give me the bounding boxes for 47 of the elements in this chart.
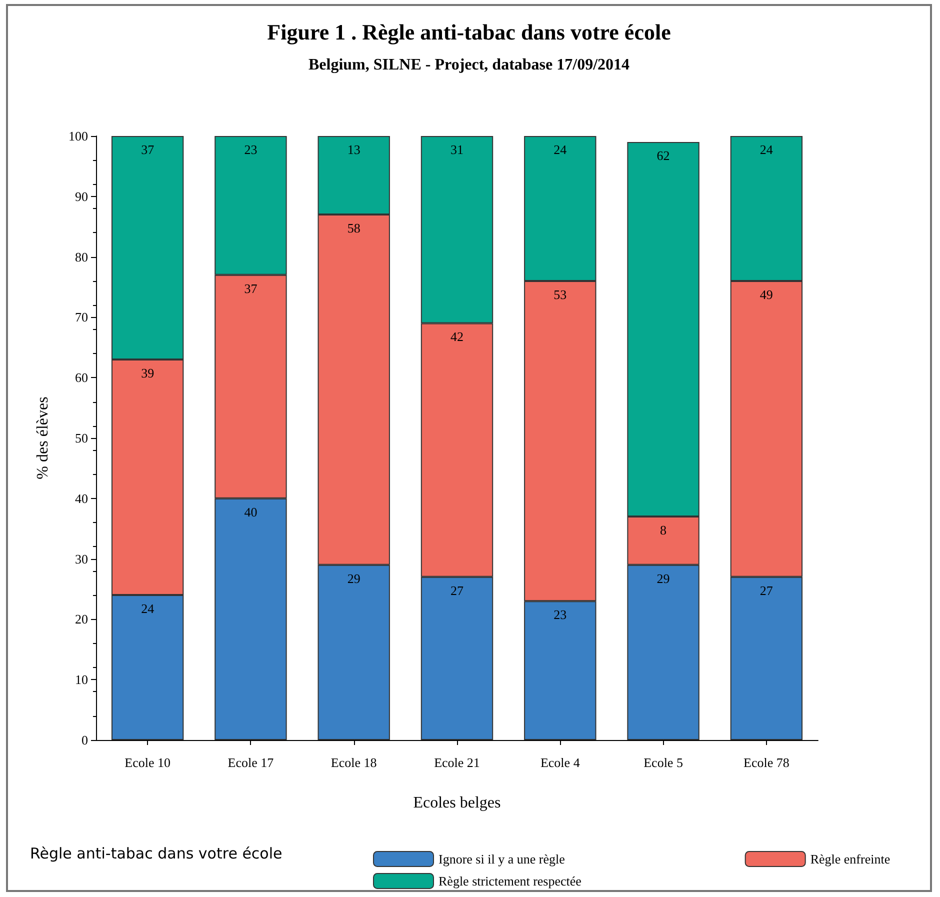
data-label: 29 <box>656 570 670 586</box>
data-label: 31 <box>450 142 464 157</box>
legend-label: Règle strictement respectée <box>438 874 582 888</box>
data-label: 24 <box>760 142 774 157</box>
data-label: 58 <box>347 220 360 236</box>
data-label: 62 <box>656 148 670 164</box>
y-tick-label: 50 <box>75 430 88 446</box>
chart-subtitle: Belgium, SILNE - Project, database 17/09/2014 <box>308 56 630 74</box>
chart-title: Figure 1 . Règle anti-tabac dans votre école <box>267 20 672 44</box>
x-tick-label: Ecole 21 <box>434 755 480 770</box>
y-tick-label: 10 <box>75 672 88 688</box>
y-axis-title: % des élèves <box>34 396 52 480</box>
data-label: 37 <box>244 280 258 296</box>
data-label: 53 <box>554 286 567 302</box>
x-tick-label: Ecole 10 <box>124 755 170 770</box>
legend-label: Règle enfreinte <box>810 852 890 866</box>
data-label: 24 <box>554 142 568 157</box>
x-axis-title: Ecoles belges <box>413 794 501 812</box>
y-tick-label: 20 <box>75 612 88 627</box>
data-label: 42 <box>450 329 464 344</box>
legend-title: Règle anti-tabac dans votre école <box>30 844 282 862</box>
x-tick-label: Ecole 5 <box>644 755 683 770</box>
data-label: 40 <box>244 504 258 520</box>
data-label: 23 <box>244 142 258 157</box>
y-tick-label: 90 <box>75 188 88 204</box>
data-label: 39 <box>141 365 154 380</box>
y-tick-label: 40 <box>75 490 88 506</box>
x-tick-label: Ecole 4 <box>540 755 580 770</box>
data-label: 29 <box>347 570 360 586</box>
data-label: 23 <box>554 607 567 622</box>
data-label: 8 <box>660 522 667 538</box>
data-label: 13 <box>347 142 360 157</box>
data-label: 37 <box>141 142 155 157</box>
y-tick-label: 80 <box>75 249 88 264</box>
y-tick-label: 60 <box>75 370 88 386</box>
data-label: 27 <box>450 582 464 598</box>
x-tick-label: Ecole 18 <box>330 755 377 770</box>
x-tick-label: Ecole 78 <box>744 755 790 770</box>
legend-label: Ignore si il y a une règle <box>438 852 566 866</box>
y-tick-label: 30 <box>75 551 88 566</box>
data-label: 27 <box>760 582 774 598</box>
y-tick-label: 0 <box>82 732 88 748</box>
data-label: 24 <box>141 601 155 616</box>
x-tick-label: Ecole 17 <box>228 755 274 770</box>
y-tick-label: 100 <box>68 128 88 144</box>
data-label: 49 <box>760 286 773 302</box>
y-tick-label: 70 <box>75 310 88 325</box>
